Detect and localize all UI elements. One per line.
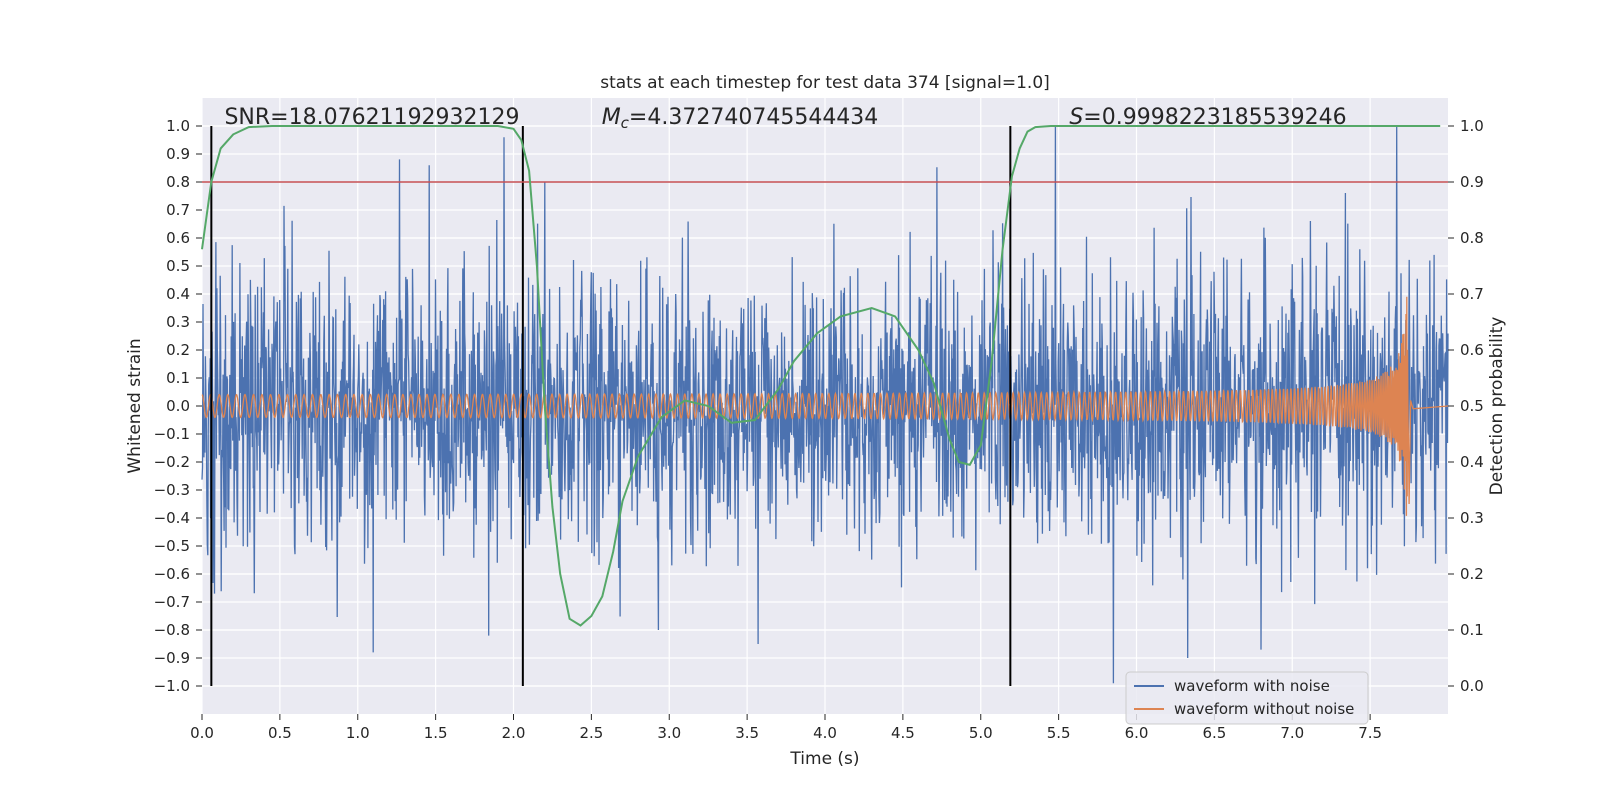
chirp-mass-symbol: M — [602, 105, 621, 130]
chart-title: stats at each timestep for test data 374… — [600, 73, 1050, 93]
y2-tick-label-6: 0.6 — [1460, 341, 1484, 359]
x-tick-label-5: 2.5 — [579, 724, 603, 742]
x-tick-label-3: 1.5 — [424, 724, 448, 742]
y-tick-label-3: −0.7 — [154, 593, 190, 611]
chirp-mass-value: =4.372740745544434 — [629, 105, 878, 130]
y2-tick-label-3: 0.3 — [1460, 509, 1484, 527]
x-tick-label-15: 7.5 — [1358, 724, 1382, 742]
y-tick-label-13: 0.3 — [166, 313, 190, 331]
snr-annotation: SNR=18.07621192932129 — [224, 105, 519, 130]
score-value: =0.9998223185539246 — [1083, 105, 1346, 130]
y-tick-label-11: 0.1 — [166, 369, 190, 387]
y-tick-label-12: 0.2 — [166, 341, 190, 359]
vertical-markers — [210, 126, 1012, 686]
y2-tick-label-0: 0.0 — [1460, 677, 1484, 695]
chirp-mass-subscript: c — [621, 114, 630, 132]
y-tick-label-10: 0.0 — [166, 397, 190, 415]
legend-label-clean: waveform without noise — [1174, 700, 1354, 718]
x-axis-ticks: 0.0 0.5 1.0 1.5 2.0 2.5 3.0 3.5 4.0 4.5 5.0 5.5 6.0 6… — [190, 714, 1382, 742]
chirp-mass-annotation: Mc=4.372740745544434 — [602, 105, 879, 132]
score-annotation: S=0.9998223185539246 — [1069, 105, 1346, 130]
legend: waveform with noise waveform without noi… — [1125, 671, 1369, 725]
y2-tick-label-7: 0.7 — [1460, 285, 1484, 303]
x-tick-label-9: 4.5 — [891, 724, 915, 742]
chirp-trace — [201, 296, 1449, 516]
y-tick-label-7: −0.3 — [154, 481, 190, 499]
y-tick-label-1: −0.9 — [154, 649, 190, 667]
x-tick-label-13: 6.5 — [1202, 724, 1226, 742]
y-tick-label-14: 0.4 — [166, 285, 190, 303]
y-tick-label-19: 0.9 — [166, 145, 190, 163]
legend-box — [1125, 671, 1369, 725]
x-tick-label-10: 5.0 — [969, 724, 993, 742]
x-tick-label-14: 7.0 — [1280, 724, 1304, 742]
series-waveform-with-noise — [201, 125, 1449, 684]
y2-tick-label-4: 0.4 — [1460, 453, 1484, 471]
y2-axis-title: Detection probability — [1487, 317, 1507, 496]
x-tick-label-1: 0.5 — [268, 724, 292, 742]
y2-tick-label-2: 0.2 — [1460, 565, 1484, 583]
x-tick-label-2: 1.0 — [346, 724, 370, 742]
series-detection-probability — [201, 125, 1441, 627]
y-axis-title: Whitened strain — [125, 338, 145, 473]
y-tick-label-8: −0.2 — [154, 453, 190, 471]
x-tick-label-7: 3.5 — [735, 724, 759, 742]
y-tick-label-17: 0.7 — [166, 201, 190, 219]
score-symbol: S — [1069, 105, 1083, 130]
y-tick-label-20: 1.0 — [166, 117, 190, 135]
y2-tick-label-10: 1.0 — [1460, 117, 1484, 135]
y-tick-label-0: −1.0 — [154, 677, 190, 695]
x-tick-label-8: 4.0 — [813, 724, 837, 742]
x-tick-label-0: 0.0 — [190, 724, 214, 742]
y-tick-label-4: −0.6 — [154, 565, 190, 583]
y-tick-label-6: −0.4 — [154, 509, 190, 527]
y-tick-label-15: 0.5 — [166, 257, 190, 275]
probability-line — [201, 125, 1441, 627]
y-tick-label-16: 0.6 — [166, 229, 190, 247]
legend-label-noise: waveform with noise — [1174, 677, 1330, 695]
y-tick-label-2: −0.8 — [154, 621, 190, 639]
y-tick-label-5: −0.5 — [154, 537, 190, 555]
y-axis-ticks: −1.0 −0.9 −0.8 −0.7 −0.6 −0.5 −0.4 −0.3 −0.2 −0.1… — [154, 117, 202, 695]
noise-trace — [201, 125, 1449, 684]
x-tick-label-11: 5.5 — [1047, 724, 1071, 742]
y2-tick-label-8: 0.8 — [1460, 229, 1484, 247]
y2-axis-ticks: 0.0 0.1 0.2 0.3 0.4 0.5 0.6 0.7 0.8 0.9 1.0 — [1448, 117, 1484, 695]
y2-tick-label-1: 0.1 — [1460, 621, 1484, 639]
x-tick-label-12: 6.0 — [1125, 724, 1149, 742]
x-tick-label-6: 3.0 — [657, 724, 681, 742]
y2-tick-label-9: 0.9 — [1460, 173, 1484, 191]
y-tick-label-18: 0.8 — [166, 173, 190, 191]
series-waveform-without-noise — [201, 296, 1449, 516]
x-tick-label-4: 2.0 — [502, 724, 526, 742]
x-axis-title: Time (s) — [789, 749, 859, 769]
y2-tick-label-5: 0.5 — [1460, 397, 1484, 415]
y-tick-label-9: −0.1 — [154, 425, 190, 443]
